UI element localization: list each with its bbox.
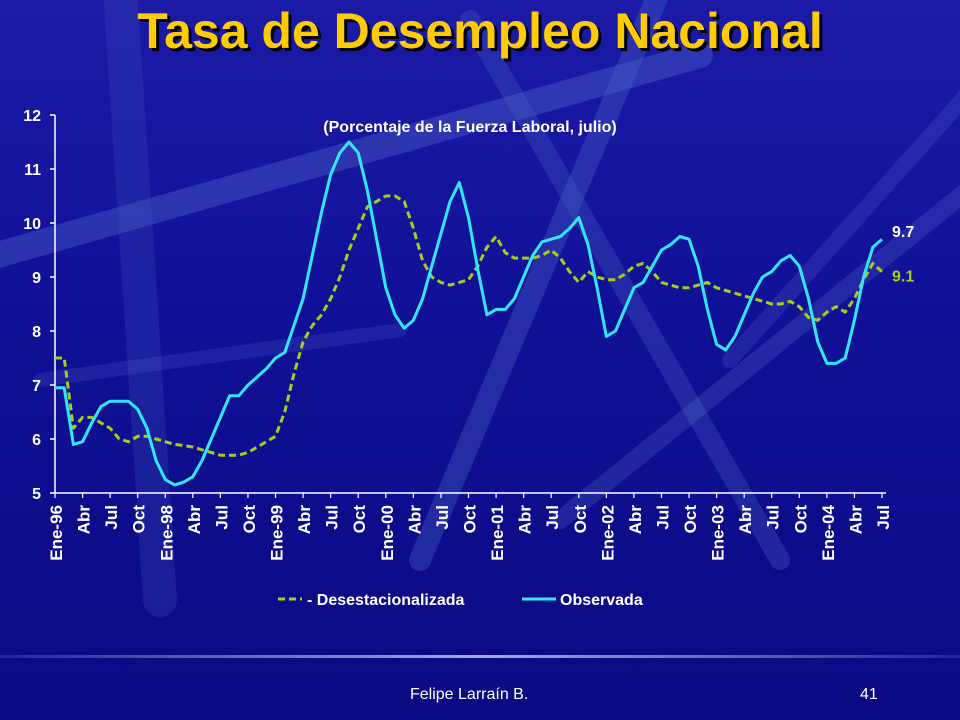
x-tick-label: Jul	[102, 505, 121, 530]
y-tick-label: 7	[32, 378, 41, 395]
chart-subtitle: (Porcentaje de la Fuerza Laboral, julio)	[323, 119, 616, 136]
end-labels: 9.1 9.7	[892, 224, 914, 285]
x-tick-label: Abr	[75, 505, 94, 535]
x-tick-label: Jul	[433, 505, 452, 530]
y-tick-label: 11	[24, 162, 41, 179]
x-tick-label: Jul	[543, 505, 562, 530]
x-tick-label: Abr	[516, 505, 535, 535]
x-tick-label: Jul	[764, 505, 783, 530]
series-line-desestacionalizada	[55, 194, 883, 457]
x-tick-label: Oct	[791, 505, 810, 534]
x-tick-label: Abr	[736, 505, 755, 535]
y-tick-label: 9	[32, 270, 41, 287]
x-tick-label: Oct	[350, 505, 369, 534]
x-tick-label: Jul	[874, 505, 893, 530]
x-tick-label: Abr	[846, 505, 865, 535]
series-layer	[55, 140, 883, 487]
page-number: 41	[860, 686, 878, 703]
x-tick-label: Ene-00	[378, 505, 397, 561]
x-tick-label: Oct	[461, 505, 480, 534]
footer-author: Felipe Larraín B.	[410, 686, 529, 703]
y-axis: 5 6 7 8 9 10 11 12	[23, 108, 56, 503]
x-tick-label: Oct	[681, 505, 700, 534]
end-label-observada: 9.7	[892, 224, 914, 241]
x-tick-label: Jul	[653, 505, 672, 530]
x-tick-label: Ene-02	[598, 505, 617, 561]
y-tick-label: 5	[32, 486, 41, 503]
y-tick-label: 12	[23, 108, 41, 125]
x-axis: Ene-96 Abr Jul Oct Ene-98 Abr Jul Oct Ene-99 Abr J…	[47, 492, 893, 561]
x-tick-label: Oct	[240, 505, 259, 534]
chart-legend: - Desestacionalizada Observada	[278, 592, 643, 609]
x-tick-label: Ene-04	[819, 504, 838, 560]
slide-title: Tasa de Desempleo Nacional	[137, 3, 823, 59]
x-tick-label: Ene-96	[47, 505, 66, 561]
x-tick-label: Oct	[571, 505, 590, 534]
end-label-desestacionalizada: 9.1	[892, 269, 914, 286]
x-tick-label: Ene-03	[709, 505, 728, 561]
y-tick-label: 6	[32, 432, 41, 449]
x-tick-label: Abr	[295, 505, 314, 535]
x-tick-label: Ene-98	[157, 505, 176, 561]
footer-divider	[0, 655, 960, 658]
legend-label-desestacionalizada: - Desestacionalizada	[307, 592, 465, 609]
x-tick-label: Oct	[130, 505, 149, 534]
series-line-observada	[55, 140, 883, 487]
x-tick-label: Abr	[626, 505, 645, 535]
x-tick-label: Jul	[212, 505, 231, 530]
x-tick-label: Abr	[185, 505, 204, 535]
x-tick-label: Ene-01	[488, 505, 507, 561]
legend-label-observada: Observada	[560, 592, 643, 609]
y-tick-label: 10	[23, 216, 41, 233]
y-tick-label: 8	[32, 324, 41, 341]
x-tick-label: Ene-99	[268, 505, 287, 561]
x-tick-label: Jul	[323, 505, 342, 530]
x-tick-label: Abr	[405, 505, 424, 535]
